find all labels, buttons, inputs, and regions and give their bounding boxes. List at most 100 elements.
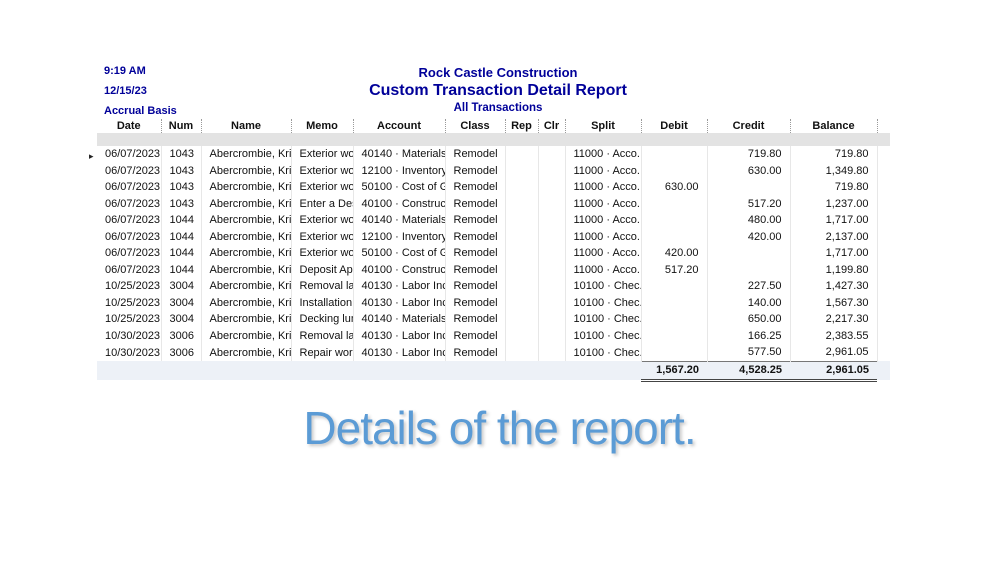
cell-class: Remodel (445, 212, 506, 229)
cell-clr (538, 327, 566, 344)
cell-account: 50100 · Cost of Go... (353, 179, 446, 196)
cell-memo: Removal labor (291, 327, 354, 344)
spacer-cell (877, 146, 890, 163)
cell-class: Remodel (445, 327, 506, 344)
cell-rep (505, 278, 539, 295)
column-header-credit: Credit (707, 119, 791, 133)
spacer-cell (877, 311, 890, 328)
cell-num: 1043 (161, 146, 202, 163)
cell-debit (641, 344, 708, 361)
row-marker-icon: ▸ (89, 151, 94, 161)
company-name: Rock Castle Construction (418, 65, 578, 80)
cell-class: Remodel (445, 311, 506, 328)
cell-clr (538, 179, 566, 196)
cell-balance: 1,567.30 (790, 294, 878, 311)
cell-balance: 2,383.55 (790, 327, 878, 344)
cell-credit (707, 261, 791, 278)
cell-credit: 480.00 (707, 212, 791, 229)
cell-credit (707, 245, 791, 262)
cell-credit: 420.00 (707, 228, 791, 245)
cell-rep (505, 195, 539, 212)
cell-clr (538, 212, 566, 229)
cell-num: 1043 (161, 195, 202, 212)
cell-debit (641, 278, 708, 295)
spacer-cell (877, 361, 890, 380)
column-header-num: Num (161, 119, 202, 133)
cell-rep (505, 212, 539, 229)
cell-name: Abercrombie, Kris... (201, 311, 292, 328)
accounting-basis: Accrual Basis (104, 105, 177, 117)
cell-num: 3004 (161, 294, 202, 311)
cell-date: 06/07/2023 (97, 245, 162, 262)
caption-text: Details of the report. (303, 402, 696, 454)
cell-balance: 1,199.80 (790, 261, 878, 278)
cell-account: 40140 · Materials I... (353, 146, 446, 163)
cell-date: 06/07/2023 (97, 162, 162, 179)
cell-balance: 2,961.05 (790, 344, 878, 361)
cell-balance: 2,217.30 (790, 311, 878, 328)
column-header-account: Account (353, 119, 446, 133)
cell-credit: 650.00 (707, 311, 791, 328)
cell-rep (505, 327, 539, 344)
spacer-cell (877, 262, 890, 279)
total-credit: 4,528.25 (707, 360, 790, 382)
cell-account: 40140 · Materials I... (353, 311, 446, 328)
cell-name: Abercrombie, Kris... (201, 212, 292, 229)
cell-name: Abercrombie, Kris... (201, 228, 292, 245)
cell-split: 10100 · Chec... (565, 327, 642, 344)
cell-date: 10/30/2023 (97, 327, 162, 344)
cell-debit (641, 146, 708, 163)
report-title: Custom Transaction Detail Report (369, 82, 627, 99)
report-titles: Rock Castle Construction Custom Transact… (103, 65, 893, 115)
cell-balance: 1,237.00 (790, 195, 878, 212)
cell-num: 1044 (161, 245, 202, 262)
cell-split: 11000 · Acco... (565, 195, 642, 212)
cell-name: Abercrombie, Kris... (201, 146, 292, 163)
cell-class: Remodel (445, 195, 506, 212)
cell-split: 11000 · Acco... (565, 179, 642, 196)
cell-num: 3006 (161, 327, 202, 344)
cell-memo: Installation la... (291, 294, 354, 311)
cell-memo: Removal lab... (291, 278, 354, 295)
spacer-cell (877, 163, 890, 180)
cell-name: Abercrombie, Kris... (201, 294, 292, 311)
cell-rep (505, 228, 539, 245)
cell-date: 10/25/2023 (97, 311, 162, 328)
column-header-rep: Rep (505, 119, 539, 133)
cell-memo: Exterior woo... (291, 179, 354, 196)
cell-credit: 517.20 (707, 195, 791, 212)
spacer-cell (877, 212, 890, 229)
cell-debit (641, 212, 708, 229)
cell-class: Remodel (445, 179, 506, 196)
cell-class: Remodel (445, 261, 506, 278)
cell-clr (538, 162, 566, 179)
cell-account: 40100 · Construct... (353, 261, 446, 278)
cell-name: Abercrombie, Kris... (201, 245, 292, 262)
cell-split: 11000 · Acco... (565, 162, 642, 179)
spacer-cell (877, 328, 890, 345)
cell-clr (538, 261, 566, 278)
cell-name: Abercrombie, Kris... (201, 261, 292, 278)
cell-name: Abercrombie, Kris... (201, 327, 292, 344)
cell-split: 11000 · Acco... (565, 212, 642, 229)
cell-rep (505, 311, 539, 328)
cell-split: 11000 · Acco... (565, 261, 642, 278)
cell-rep (505, 179, 539, 196)
cell-credit (707, 179, 791, 196)
cell-rep (505, 146, 539, 163)
